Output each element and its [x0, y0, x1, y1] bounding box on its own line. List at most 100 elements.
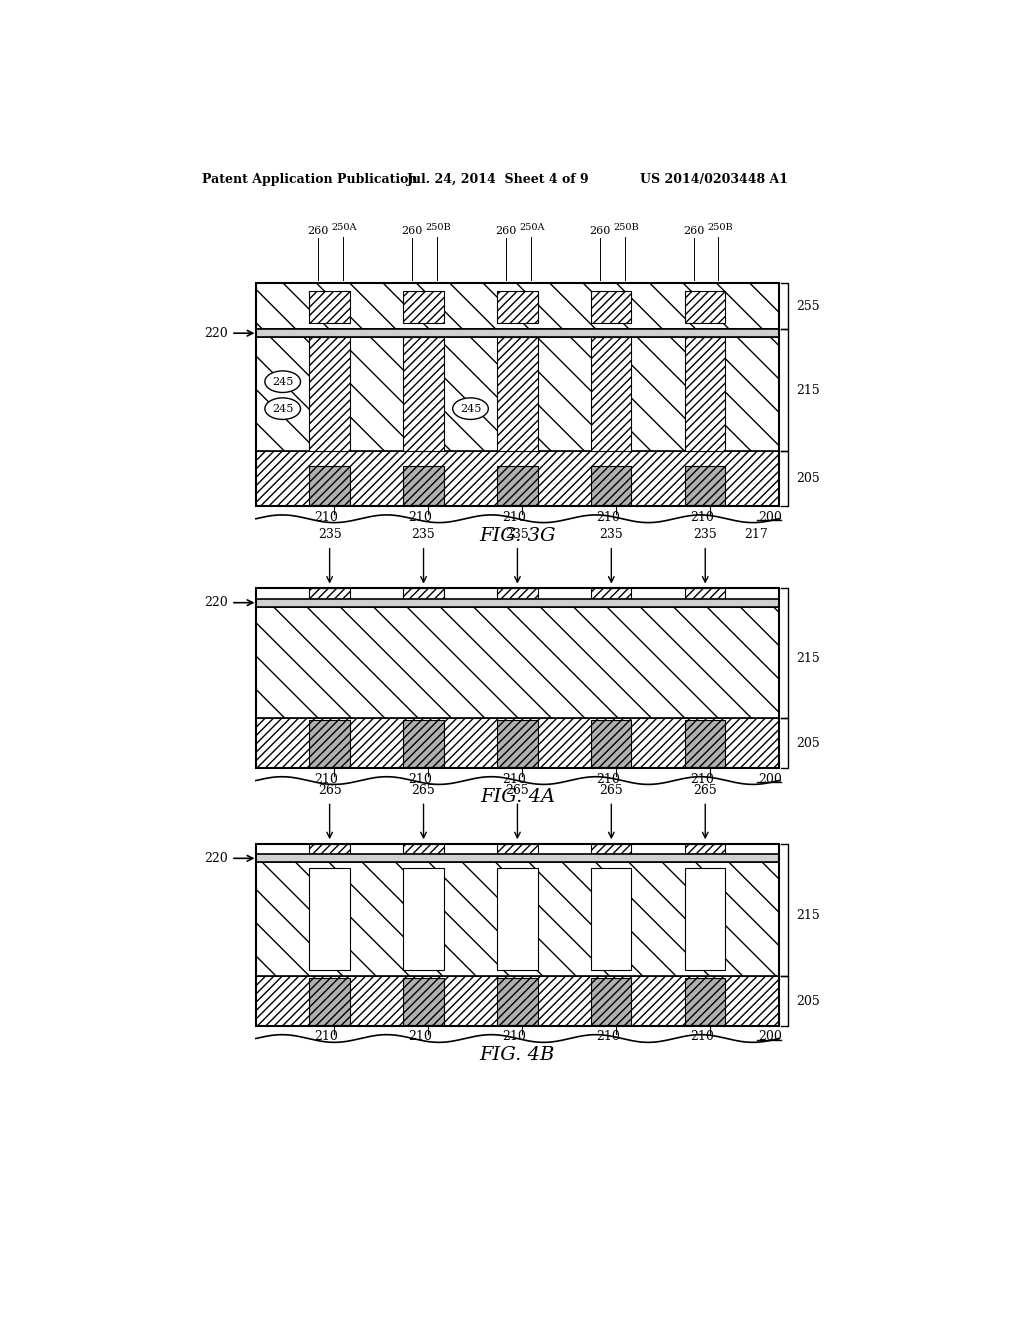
Text: US 2014/0203448 A1: US 2014/0203448 A1 — [640, 173, 787, 186]
Bar — [498, 719, 538, 767]
Text: 235: 235 — [412, 528, 435, 541]
Text: 210: 210 — [596, 511, 621, 524]
Text: Jul. 24, 2014  Sheet 4 of 9: Jul. 24, 2014 Sheet 4 of 9 — [407, 173, 590, 186]
Bar — [403, 843, 443, 854]
Bar — [256, 843, 779, 1026]
Bar — [309, 867, 350, 970]
Text: 210: 210 — [314, 511, 339, 524]
Text: 210: 210 — [690, 772, 714, 785]
Bar — [498, 337, 538, 451]
Text: 250B: 250B — [613, 223, 639, 232]
Text: 245: 245 — [460, 404, 481, 413]
Text: 215: 215 — [796, 384, 820, 397]
Bar — [591, 589, 632, 599]
Bar — [309, 290, 350, 323]
Bar — [685, 290, 725, 323]
Bar — [591, 337, 632, 451]
Text: 255: 255 — [796, 300, 819, 313]
Bar — [403, 719, 443, 767]
Text: 250A: 250A — [332, 223, 357, 232]
Text: 200: 200 — [758, 511, 781, 524]
Bar — [685, 337, 725, 451]
Text: 200: 200 — [758, 1031, 781, 1044]
Text: 200: 200 — [758, 772, 781, 785]
Text: 260: 260 — [401, 226, 423, 236]
Text: 210: 210 — [690, 1031, 714, 1044]
Bar — [498, 589, 538, 599]
Text: Patent Application Publication: Patent Application Publication — [202, 173, 417, 186]
Text: FIG. 4B: FIG. 4B — [480, 1047, 555, 1064]
Bar — [256, 284, 779, 507]
Bar — [309, 466, 350, 506]
Bar — [309, 337, 350, 451]
Text: 260: 260 — [307, 226, 329, 236]
Bar — [403, 290, 443, 323]
Bar — [591, 843, 632, 854]
Bar — [256, 451, 779, 507]
Bar — [256, 977, 779, 1026]
Bar — [309, 843, 350, 854]
Bar — [685, 719, 725, 767]
Text: 215: 215 — [796, 908, 820, 921]
Text: 205: 205 — [796, 737, 820, 750]
Bar — [685, 589, 725, 599]
Text: 250B: 250B — [708, 223, 733, 232]
Text: 210: 210 — [596, 772, 621, 785]
Text: 205: 205 — [796, 473, 820, 486]
Ellipse shape — [453, 397, 488, 420]
Bar — [591, 867, 632, 970]
Bar — [685, 466, 725, 506]
Text: FIG. 3G: FIG. 3G — [479, 527, 556, 545]
Text: 210: 210 — [503, 511, 526, 524]
Bar — [256, 589, 779, 768]
Bar — [591, 719, 632, 767]
Bar — [256, 607, 779, 718]
Text: 210: 210 — [314, 772, 339, 785]
Text: 260: 260 — [496, 226, 516, 236]
Text: 210: 210 — [503, 772, 526, 785]
Text: 235: 235 — [693, 528, 717, 541]
Text: FIG. 4A: FIG. 4A — [480, 788, 555, 807]
Text: 245: 245 — [272, 404, 293, 413]
Bar — [403, 867, 443, 970]
Bar — [256, 718, 779, 768]
Bar — [403, 337, 443, 451]
Bar — [256, 862, 779, 977]
Bar — [256, 337, 779, 451]
Bar — [591, 466, 632, 506]
Text: 260: 260 — [683, 226, 705, 236]
Text: 260: 260 — [589, 226, 610, 236]
Bar — [256, 330, 779, 337]
Text: 210: 210 — [409, 511, 432, 524]
Text: 235: 235 — [599, 528, 624, 541]
Bar — [685, 843, 725, 854]
Bar — [403, 466, 443, 506]
Text: 250A: 250A — [519, 223, 545, 232]
Text: 210: 210 — [690, 511, 714, 524]
Bar — [256, 599, 779, 607]
Bar — [256, 854, 779, 862]
Ellipse shape — [265, 397, 300, 420]
Bar — [403, 589, 443, 599]
Text: 265: 265 — [599, 784, 624, 797]
Text: 250B: 250B — [425, 223, 452, 232]
Bar — [498, 978, 538, 1024]
Bar — [309, 978, 350, 1024]
Text: 265: 265 — [506, 784, 529, 797]
Text: 210: 210 — [409, 772, 432, 785]
Text: 210: 210 — [314, 1031, 339, 1044]
Bar — [685, 978, 725, 1024]
Bar — [498, 290, 538, 323]
Bar — [309, 719, 350, 767]
Text: 210: 210 — [503, 1031, 526, 1044]
Text: 210: 210 — [409, 1031, 432, 1044]
Bar — [403, 978, 443, 1024]
Text: 205: 205 — [796, 995, 820, 1007]
Text: 265: 265 — [412, 784, 435, 797]
Bar — [309, 589, 350, 599]
Ellipse shape — [265, 371, 300, 392]
Text: 215: 215 — [796, 652, 820, 665]
Bar — [498, 466, 538, 506]
Bar — [591, 978, 632, 1024]
Bar — [498, 867, 538, 970]
